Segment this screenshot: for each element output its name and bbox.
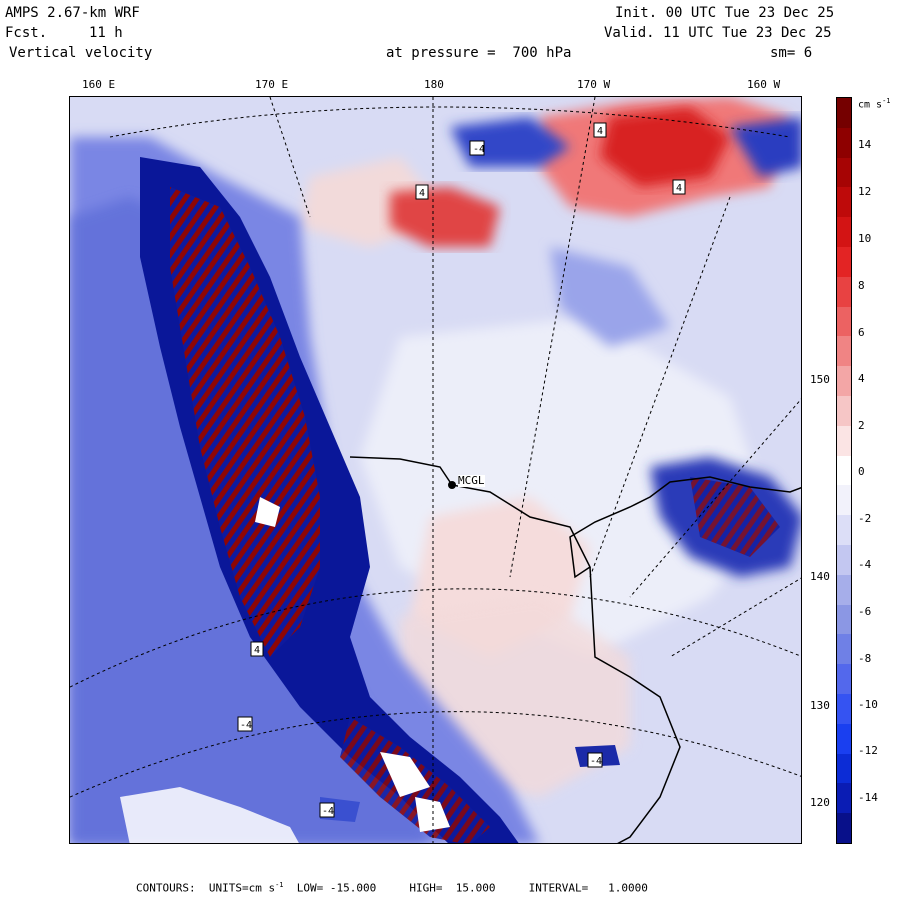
station-label: MCGL (458, 474, 485, 487)
vertical-velocity-map: -4 4 4 4 -4 -4 -4 4 MCGL (69, 96, 802, 844)
lon-label: 160 E (82, 78, 116, 91)
model-title: AMPS 2.67-km WRF (5, 5, 140, 21)
colorbar-segment (837, 813, 851, 844)
colorbar-segment (837, 187, 851, 218)
colorbar-tick: -10 (858, 698, 878, 711)
colorbar-segment (837, 247, 851, 278)
colorbar-tick: -8 (858, 652, 872, 665)
colorbar-tick: 6 (858, 326, 865, 339)
svg-text:4: 4 (676, 183, 682, 194)
colorbar-segment (837, 753, 851, 784)
svg-text:4: 4 (254, 645, 260, 656)
colorbar-segment (837, 157, 851, 188)
colorbar-tick: -6 (858, 605, 872, 618)
colorbar-tick: 8 (858, 279, 865, 292)
colorbar-tick: 10 (858, 232, 872, 245)
lon-label: 160 W (747, 78, 781, 91)
colorbar-segment (837, 783, 851, 814)
colorbar (836, 97, 852, 844)
init-time: Init. 00 UTC Tue 23 Dec 25 (615, 5, 835, 21)
colorbar-tick: -12 (858, 744, 878, 757)
colorbar-segment (837, 425, 851, 457)
forecast-label: Fcst. (5, 25, 48, 41)
valid-time: Valid. 11 UTC Tue 23 Dec 25 (604, 25, 832, 41)
pressure-level: at pressure = 700 hPa (386, 45, 572, 61)
svg-text:4: 4 (597, 126, 603, 137)
colorbar-segment (837, 485, 851, 516)
colorbar-segment (837, 723, 851, 755)
station-marker (448, 481, 456, 489)
colorbar-segment (837, 545, 851, 576)
lon-label: 180 (424, 78, 444, 91)
colorbar-segment (837, 634, 851, 665)
colorbar-segment (837, 306, 851, 337)
colorbar-segment (837, 98, 851, 129)
colorbar-segment (837, 127, 851, 159)
colorbar-segment (837, 574, 851, 606)
forecast-hour: 11 h (89, 25, 123, 41)
lon-label: 170 E (255, 78, 289, 91)
contour-info: CONTOURS: UNITS=cm s-1 LOW= -15.000 HIGH… (136, 881, 648, 895)
colorbar-segment (837, 217, 851, 248)
svg-text:4: 4 (419, 188, 425, 199)
smoothing-label: sm= 6 (770, 45, 813, 61)
colorbar-tick: -4 (858, 558, 872, 571)
colorbar-tick: 12 (858, 185, 872, 198)
contour-labels: -4 4 4 4 -4 -4 -4 4 (237, 122, 686, 818)
colorbar-tick: 14 (858, 138, 872, 151)
colorbar-segment (837, 664, 851, 695)
coastline (589, 566, 681, 843)
map-canvas: -4 4 4 4 -4 -4 -4 4 (70, 97, 801, 843)
colorbar-tick: 2 (858, 419, 865, 432)
svg-text:-4: -4 (240, 720, 252, 731)
svg-text:-4: -4 (473, 144, 485, 155)
field-name: Vertical velocity (9, 45, 153, 61)
colorbar-tick: -2 (858, 512, 872, 525)
colorbar-segment (837, 515, 851, 546)
colorbar-tick: 0 (858, 465, 865, 478)
colorbar-segment (837, 604, 851, 635)
svg-text:-4: -4 (322, 806, 334, 817)
colorbar-segment (837, 694, 851, 725)
colorbar-tick: -14 (858, 791, 878, 804)
colorbar-tick: 4 (858, 372, 865, 385)
colorbar-unit: cm s-1 (858, 97, 891, 111)
svg-text:-4: -4 (590, 756, 602, 767)
lon-label: 170 W (577, 78, 611, 91)
colorbar-segment (837, 336, 851, 367)
colorbar-segment (837, 396, 851, 427)
colorbar-segment (837, 366, 851, 397)
colorbar-segment (837, 276, 851, 308)
colorbar-segment (837, 455, 851, 486)
